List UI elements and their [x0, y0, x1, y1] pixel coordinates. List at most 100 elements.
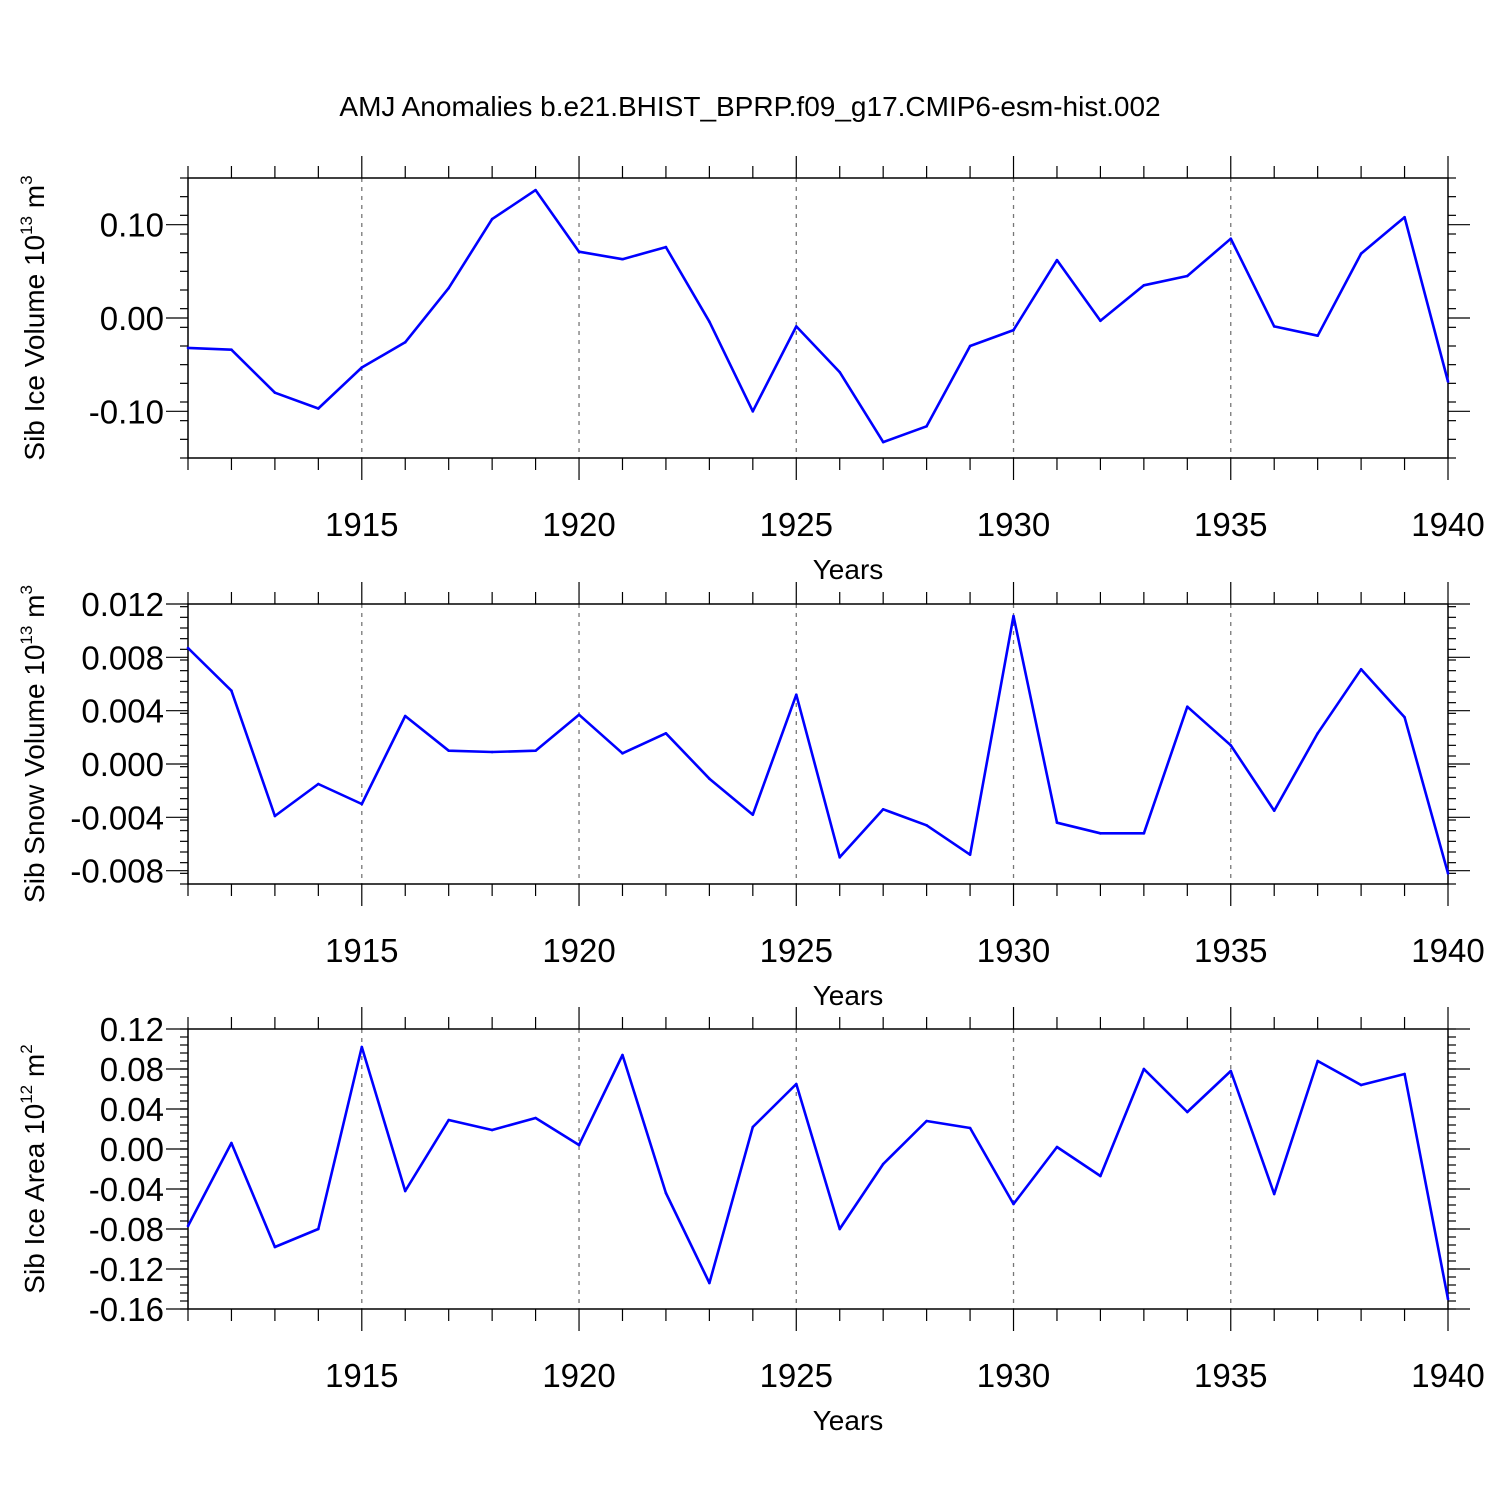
- data-point: [1359, 668, 1363, 671]
- panel-2: -0.008 -0.004 0.000 0.004 0.008 0.012 1915 1920…: [17, 582, 1485, 1011]
- data-point: [360, 1045, 364, 1049]
- x-tick-label: 1915: [325, 506, 398, 543]
- y-tick-label: 0.012: [81, 586, 164, 623]
- data-point: [1186, 1110, 1189, 1114]
- y-tick-label: 0.00: [100, 300, 164, 337]
- y-tick-label: 0.04: [100, 1091, 164, 1128]
- data-point: [360, 802, 364, 806]
- data-point: [1099, 319, 1102, 323]
- data-point: [1055, 258, 1059, 262]
- y-axis-label-unit-exponent: 2: [17, 1044, 36, 1053]
- series-line: [187, 614, 1450, 874]
- data-point: [925, 824, 928, 827]
- x-axis-label: Years: [813, 554, 884, 585]
- y-axis-label-unit: m: [19, 1054, 50, 1085]
- x-tick-label: 1935: [1194, 506, 1267, 543]
- data-point: [1359, 1083, 1363, 1087]
- data-point: [273, 391, 277, 394]
- data-point: [1229, 1069, 1233, 1073]
- data-point: [1142, 284, 1146, 287]
- data-point: [403, 1189, 407, 1193]
- data-point: [751, 410, 755, 413]
- data-point: [186, 346, 190, 350]
- data-point: [1186, 705, 1189, 708]
- data-point: [621, 1053, 624, 1057]
- data-point: [577, 1143, 581, 1147]
- x-tick-label: 1925: [760, 932, 833, 969]
- data-point: [230, 348, 233, 352]
- data-point: [447, 1118, 450, 1122]
- data-point: [490, 1128, 494, 1132]
- data-point: [1446, 380, 1450, 383]
- data-point: [273, 1245, 277, 1249]
- y-axis-label-text: Sib Ice Volume 10: [19, 235, 50, 461]
- x-tick-label: 1930: [977, 506, 1050, 543]
- data-point: [490, 750, 494, 754]
- data-point: [403, 714, 407, 718]
- data-point: [534, 1116, 537, 1120]
- x-tick-label: 1940: [1411, 1357, 1484, 1394]
- x-tick-label: 1940: [1411, 506, 1484, 543]
- plot-frame: [187, 603, 1449, 885]
- data-point: [1229, 237, 1233, 240]
- data-point: [317, 782, 320, 786]
- y-axis-label-text: Sib Snow Volume 10: [19, 645, 50, 903]
- data-point: [273, 814, 277, 818]
- data-point: [1099, 832, 1102, 835]
- series-line: [186, 1045, 1450, 1300]
- data-point: [1055, 1145, 1059, 1149]
- data-point: [708, 1281, 711, 1285]
- y-tick-label: -0.08: [89, 1211, 164, 1248]
- data-point: [1142, 1067, 1146, 1071]
- y-axis-label: Sib Ice Volume 1013 m3: [17, 175, 50, 460]
- data-point: [577, 250, 581, 254]
- data-point: [1186, 274, 1189, 278]
- data-point: [1446, 1297, 1450, 1301]
- data-point: [881, 440, 885, 444]
- data-point: [1403, 716, 1406, 719]
- y-tick-label: 0.00: [100, 1131, 164, 1168]
- x-tick-label: 1915: [325, 1357, 398, 1394]
- data-point: [621, 257, 624, 261]
- x-tick-label: 1935: [1194, 932, 1267, 969]
- data-point: [1316, 732, 1319, 735]
- panel-1: -0.10 0.00 0.10 1915 1920 1925 1930 1935 1940 Yea…: [17, 156, 1485, 585]
- series-line: [187, 188, 1450, 444]
- x-tick-label: 1930: [977, 1357, 1050, 1394]
- data-point: [230, 1141, 233, 1145]
- data-point: [708, 320, 711, 324]
- y-tick-label: -0.10: [89, 393, 164, 430]
- data-point: [925, 424, 928, 428]
- data-point: [447, 286, 450, 290]
- data-point: [664, 732, 668, 735]
- panel-3: -0.16-0.12-0.08-0.040.000.040.080.12 1915…: [17, 1007, 1485, 1436]
- plot-frame: [187, 1028, 1449, 1310]
- y-axis-label-unit-exponent: 3: [17, 175, 36, 184]
- data-point: [1316, 1059, 1319, 1063]
- data-point: [751, 813, 755, 816]
- data-point: [1099, 1174, 1102, 1178]
- x-tick-label: 1915: [325, 932, 398, 969]
- x-tick-label: 1930: [977, 932, 1050, 969]
- y-axis-label-unit: m: [19, 595, 50, 626]
- x-tick-label: 1920: [542, 506, 615, 543]
- y-tick-label: -0.16: [89, 1291, 164, 1328]
- x-tick-label: 1920: [542, 1357, 615, 1394]
- data-point: [664, 245, 668, 249]
- data-point: [534, 188, 537, 192]
- data-point: [708, 777, 711, 780]
- y-tick-label: 0.08: [100, 1051, 164, 1088]
- y-tick-label: 0.004: [81, 693, 164, 730]
- data-point: [447, 749, 450, 752]
- data-point: [1272, 325, 1276, 328]
- data-point: [490, 217, 494, 221]
- data-point: [925, 1119, 928, 1123]
- data-point: [1359, 252, 1363, 255]
- y-tick-label: -0.12: [89, 1251, 164, 1288]
- data-point: [1012, 614, 1015, 618]
- x-tick-label: 1935: [1194, 1357, 1267, 1394]
- y-tick-label: -0.008: [70, 853, 164, 890]
- y-tick-label: 0.10: [100, 207, 164, 244]
- data-point: [1446, 872, 1450, 875]
